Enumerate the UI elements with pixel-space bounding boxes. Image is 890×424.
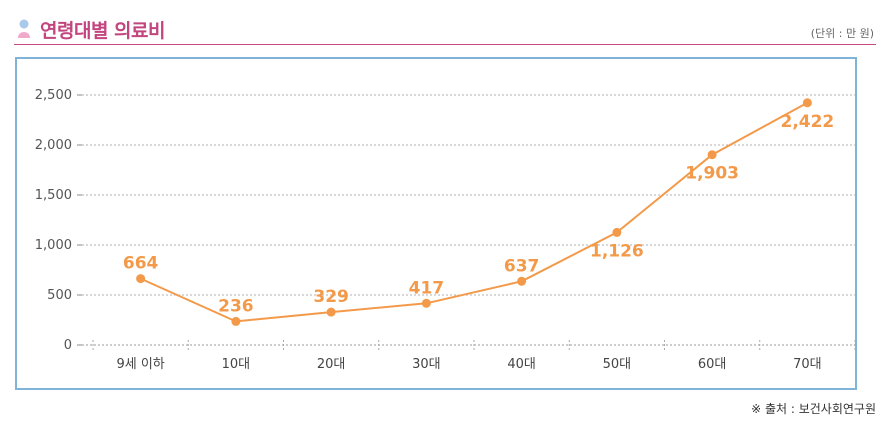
data-label: 664 bbox=[123, 254, 159, 274]
x-tick-label: 9세 이하 bbox=[116, 357, 164, 372]
chart-title: 연령대별 의료비 bbox=[40, 20, 165, 42]
x-tick-label: 20대 bbox=[317, 357, 346, 372]
chart-header: 연령대별 의료비 (단위 : 만 원) bbox=[14, 14, 876, 45]
data-label: 236 bbox=[218, 296, 254, 316]
data-point bbox=[802, 98, 812, 108]
data-point bbox=[231, 316, 241, 326]
x-tick-label: 50대 bbox=[603, 357, 632, 372]
x-tick-label: 70대 bbox=[793, 357, 822, 372]
data-point bbox=[136, 274, 146, 284]
data-label: 1,126 bbox=[590, 241, 644, 261]
data-point bbox=[707, 150, 717, 160]
data-point bbox=[517, 276, 527, 286]
x-tick-label: 30대 bbox=[412, 357, 441, 372]
person-icon bbox=[18, 19, 30, 38]
source-note: ※ 출처 : 보건사회연구원 bbox=[751, 402, 876, 416]
data-point bbox=[612, 227, 622, 237]
unit-label: (단위 : 만 원) bbox=[810, 27, 874, 40]
x-tick-label: 10대 bbox=[222, 357, 251, 372]
data-label: 2,422 bbox=[780, 112, 834, 132]
data-point bbox=[421, 298, 431, 308]
data-label: 329 bbox=[313, 287, 349, 307]
data-point bbox=[326, 307, 336, 317]
chart-frame bbox=[15, 57, 857, 390]
y-tick-label: 1,000 bbox=[35, 238, 72, 253]
y-tick-label: 0 bbox=[64, 338, 72, 353]
data-label: 637 bbox=[504, 256, 540, 276]
y-tick-label: 1,500 bbox=[35, 188, 72, 203]
x-tick-label: 60대 bbox=[698, 357, 727, 372]
data-label: 1,903 bbox=[685, 164, 739, 184]
series-line bbox=[140, 101, 808, 323]
y-tick-label: 2,500 bbox=[35, 88, 72, 103]
y-tick-label: 2,000 bbox=[35, 138, 72, 153]
x-tick-label: 40대 bbox=[507, 357, 536, 372]
data-label: 417 bbox=[409, 278, 445, 298]
y-tick-label: 500 bbox=[47, 288, 72, 303]
